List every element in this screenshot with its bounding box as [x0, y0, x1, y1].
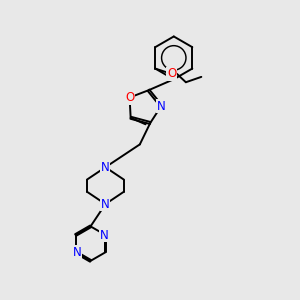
Text: O: O [125, 91, 134, 104]
Text: N: N [73, 246, 82, 259]
Text: N: N [157, 100, 166, 112]
Text: N: N [100, 229, 108, 242]
Text: N: N [101, 198, 110, 211]
Text: N: N [101, 161, 110, 174]
Text: O: O [167, 68, 176, 80]
